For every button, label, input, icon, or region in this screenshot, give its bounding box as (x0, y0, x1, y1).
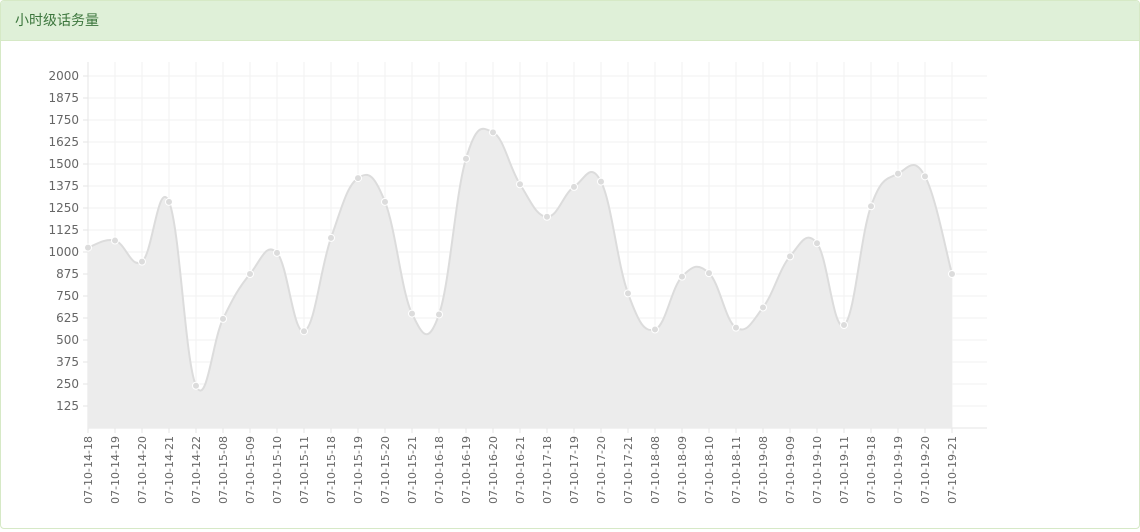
data-point (246, 270, 254, 278)
data-point (651, 325, 659, 334)
data-point (894, 169, 902, 178)
y-tick-label: 1250 (48, 201, 79, 215)
x-tick-label: 07-10-18-09 (676, 436, 689, 504)
data-point (273, 248, 281, 257)
x-tick-label: 07-10-15-20 (379, 436, 392, 504)
chart-area: 125 250 375 500 625 750 875 1000 1125 1250 1375 150… (1, 42, 1139, 528)
data-point (867, 202, 875, 211)
data-point (921, 172, 929, 181)
y-tick-label: 125 (56, 399, 79, 413)
x-tick-label: 07-10-14-19 (109, 436, 122, 504)
x-tick-label: 07-10-19-21 (946, 436, 959, 504)
y-tick-label: 750 (56, 289, 79, 303)
x-tick-label: 07-10-15-10 (271, 436, 284, 504)
data-point (759, 303, 767, 312)
data-point (705, 269, 713, 278)
x-tick-label: 07-10-15-19 (352, 436, 365, 504)
data-point (435, 310, 443, 319)
x-tick-label: 07-10-17-18 (541, 436, 554, 504)
y-tick-label: 875 (56, 267, 79, 281)
x-tick-label: 07-10-19-19 (892, 436, 905, 504)
x-tick-label: 07-10-19-09 (784, 436, 797, 504)
y-tick-label: 1875 (48, 91, 79, 105)
data-point (138, 257, 146, 266)
panel-title: 小时级话务量 (15, 13, 99, 29)
x-tick-label: 07-10-15-11 (298, 436, 311, 504)
x-tick-label: 07-10-18-10 (703, 436, 716, 504)
x-tick-label: 07-10-14-20 (136, 436, 149, 504)
data-point (543, 212, 551, 221)
data-point (678, 272, 686, 281)
x-tick-label: 07-10-19-20 (919, 436, 932, 504)
data-point (84, 243, 92, 252)
y-tick-label: 375 (56, 355, 79, 369)
x-tick-label: 07-10-14-18 (82, 436, 95, 504)
data-point (840, 321, 848, 330)
x-tick-label: 07-10-17-19 (568, 436, 581, 504)
data-point (570, 182, 578, 191)
x-tick-label: 07-10-14-21 (163, 436, 176, 504)
x-tick-label: 07-10-16-20 (487, 436, 500, 504)
x-tick-label: 07-10-17-21 (622, 436, 635, 504)
x-tick-label: 07-10-14-22 (190, 436, 203, 504)
x-tick-label: 07-10-15-09 (244, 436, 257, 504)
x-tick-label: 07-10-19-10 (811, 436, 824, 504)
data-point (219, 314, 227, 323)
x-tick-label: 07-10-16-19 (460, 436, 473, 504)
y-tick-label: 1000 (48, 245, 79, 259)
y-tick-label: 1500 (48, 157, 79, 171)
y-tick-label: 2000 (48, 69, 79, 83)
y-tick-label: 1750 (48, 113, 79, 127)
x-tick-label: 07-10-16-21 (514, 436, 527, 504)
y-tick-label: 1125 (48, 223, 79, 237)
data-point (597, 177, 605, 186)
data-point (381, 197, 389, 206)
x-tick-label: 07-10-19-11 (838, 436, 851, 504)
data-point (732, 323, 740, 332)
y-tick-label: 1625 (48, 135, 79, 149)
data-point (489, 128, 497, 137)
data-point (948, 270, 956, 278)
data-point (327, 233, 335, 242)
x-tick-label: 07-10-19-08 (757, 436, 770, 504)
data-point (192, 381, 200, 390)
y-tick-label: 1375 (48, 179, 79, 193)
data-point (111, 236, 119, 245)
data-point (354, 174, 362, 183)
y-tick-label: 500 (56, 333, 79, 347)
data-point (408, 309, 416, 318)
data-point (813, 239, 821, 248)
x-tick-label: 07-10-16-18 (433, 436, 446, 504)
y-tick-label: 250 (56, 377, 79, 391)
x-tick-label: 07-10-17-20 (595, 436, 608, 504)
x-tick-label: 07-10-15-21 (406, 436, 419, 504)
x-tick-label: 07-10-15-08 (217, 436, 230, 504)
data-point (786, 252, 794, 261)
panel-heading: 小时级话务量 (1, 1, 1139, 41)
x-tick-label: 07-10-19-18 (865, 436, 878, 504)
data-point (624, 289, 632, 298)
data-point (516, 180, 524, 189)
data-point (165, 197, 173, 206)
x-tick-label: 07-10-18-08 (649, 436, 662, 504)
x-tick-label: 07-10-18-11 (730, 436, 743, 504)
y-tick-label: 625 (56, 311, 79, 325)
series-area-fill (88, 128, 952, 429)
x-tick-label: 07-10-15-18 (325, 436, 338, 504)
hourly-call-volume-chart: 125 250 375 500 625 750 875 1000 1125 1250 1375 150… (48, 62, 987, 504)
data-point (462, 154, 470, 163)
data-point (300, 327, 308, 336)
